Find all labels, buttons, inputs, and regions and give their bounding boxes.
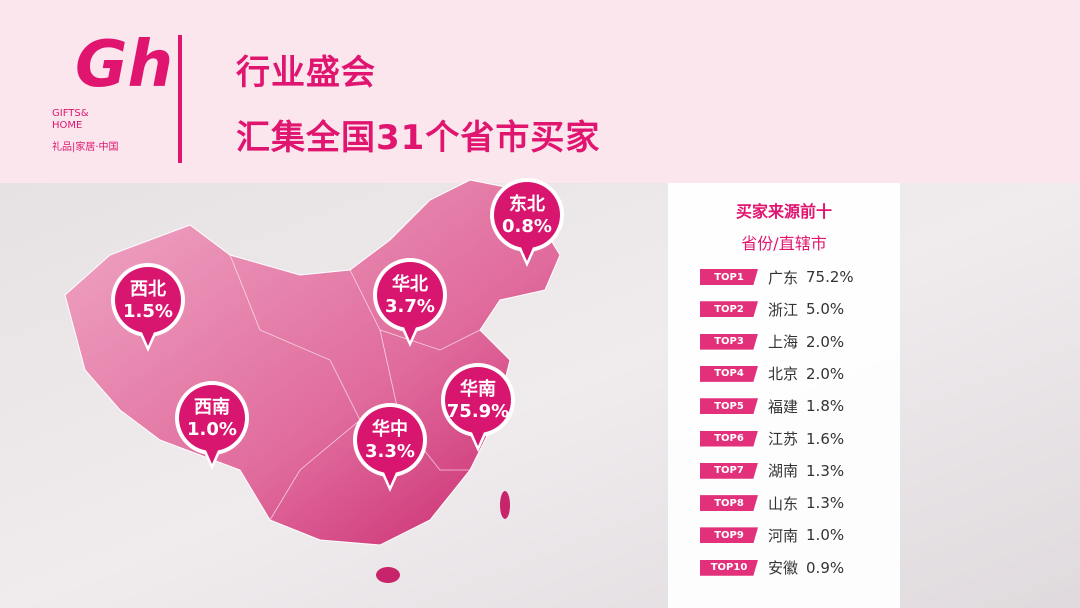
rank-badge: TOP9: [700, 527, 758, 544]
logo-tagline: 礼品|家居·中国: [52, 142, 119, 153]
province: 上海: [768, 333, 799, 352]
province: 河南: [768, 526, 799, 545]
region-value: 0.8%: [502, 216, 552, 237]
share: 5.0%: [806, 300, 845, 319]
rank-badge: TOP2: [700, 301, 758, 318]
region-value: 3.7%: [385, 296, 435, 317]
share: 1.8%: [806, 397, 845, 416]
pin-shape: [111, 263, 185, 352]
region-pin: 华北 3.7%: [372, 257, 448, 349]
region-pin: 东北 0.8%: [489, 177, 565, 269]
rank-badge: TOP1: [700, 269, 758, 285]
province: 福建: [768, 397, 799, 416]
region-name: 华中: [372, 419, 408, 440]
ranking-row: TOP5 福建 1.8%: [700, 395, 844, 417]
ranking-row: TOP8 山东 1.3%: [700, 492, 844, 514]
rank-badge: TOP3: [700, 333, 758, 350]
pin-shape: [175, 381, 249, 470]
share: 75.2%: [806, 268, 854, 286]
share: 2.0%: [806, 332, 845, 351]
region-name: 西北: [130, 279, 166, 300]
share: 1.3%: [806, 494, 845, 513]
pin-shape: [441, 363, 515, 452]
header-line2: 汇集全国31个省市买家: [236, 118, 601, 158]
region-name: 华南: [460, 379, 496, 400]
region-pin: 华中 3.3%: [352, 402, 428, 494]
province: 安徽: [768, 559, 799, 578]
rank-badge: TOP5: [700, 398, 758, 415]
ranking-row: TOP4 北京 2.0%: [700, 363, 844, 385]
region-name: 东北: [509, 194, 545, 215]
region-name: 华北: [392, 274, 428, 295]
logo-name: GIFTS& HOME: [52, 108, 89, 131]
region-pin: 华南 75.9%: [440, 362, 516, 454]
region-value: 1.5%: [123, 301, 173, 322]
pin-shape: [490, 178, 564, 267]
province: 广东: [768, 268, 799, 287]
rank-badge: TOP10: [700, 559, 758, 576]
province: 浙江: [768, 300, 799, 319]
ranking-row: TOP2 浙江 5.0%: [700, 298, 844, 320]
rank-badge: TOP7: [700, 462, 758, 479]
province: 北京: [768, 365, 799, 384]
ranking-row: TOP10 安徽 0.9%: [700, 557, 844, 579]
ranking-row: TOP1 广东 75.2%: [700, 266, 854, 288]
region-name: 西南: [194, 397, 230, 418]
rank-badge: TOP6: [700, 430, 758, 447]
header-line1: 行业盛会: [236, 53, 376, 93]
province: 江苏: [768, 430, 799, 448]
ranking-title: 买家来源前十: [735, 202, 832, 221]
ranking-row: TOP7 湖南 1.3%: [700, 460, 844, 482]
share: 1.0%: [806, 526, 845, 545]
rank-badge: TOP4: [700, 365, 758, 382]
share: 1.3%: [806, 461, 845, 480]
region-value: 3.3%: [365, 441, 415, 462]
pin-shape: [373, 258, 447, 347]
ranking-row: TOP9 河南 1.0%: [700, 524, 844, 546]
province: 山东: [768, 494, 799, 513]
share: 0.9%: [806, 558, 845, 577]
pin-shape: [353, 403, 427, 492]
region-value: 1.0%: [187, 419, 237, 440]
province: 湖南: [768, 462, 799, 481]
ranking-row: TOP3 上海 2.0%: [700, 331, 844, 353]
ranking-row: TOP6 江苏 1.6%: [700, 428, 844, 450]
region-pin: 西北 1.5%: [110, 262, 186, 354]
logo-mark: Gh: [75, 28, 174, 102]
region-value: 75.9%: [446, 401, 510, 422]
share: 1.6%: [806, 429, 845, 448]
region-pin: 西南 1.0%: [174, 380, 250, 472]
ranking-subtitle: 省份/直辖市: [741, 234, 827, 253]
share: 2.0%: [806, 364, 845, 383]
rank-badge: TOP8: [700, 495, 758, 512]
